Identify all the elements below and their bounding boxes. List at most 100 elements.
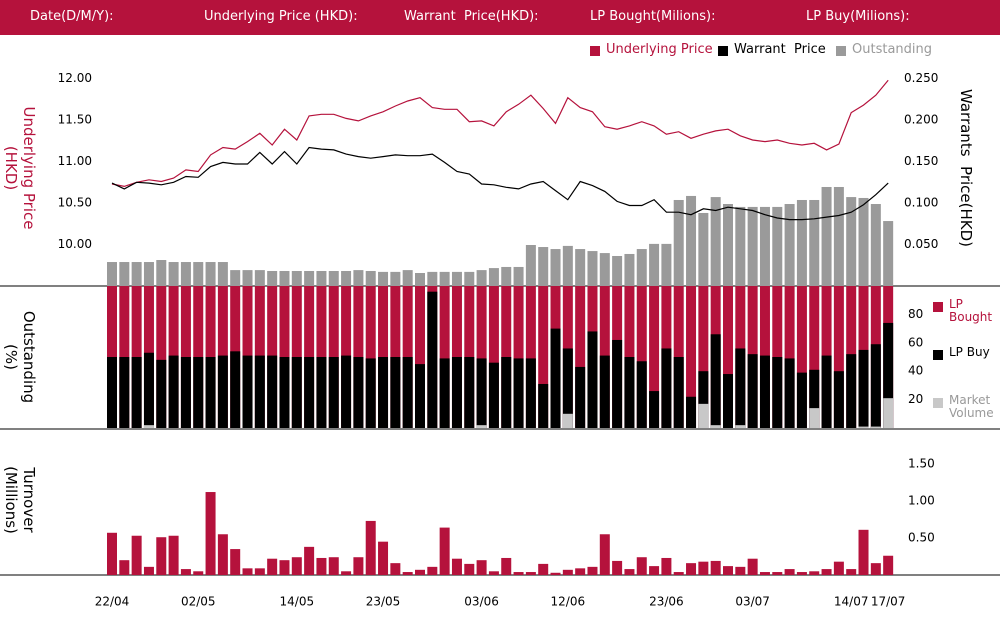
bar [833, 561, 844, 575]
bar [686, 396, 697, 428]
y-tick-label: 11.00 [58, 154, 92, 168]
legend-swatch [933, 398, 943, 408]
outstanding-bar [686, 195, 697, 286]
bar [538, 563, 549, 575]
bar [673, 357, 684, 428]
bar [439, 358, 450, 428]
bar [686, 563, 697, 575]
outstanding-bar [451, 271, 462, 286]
outstanding-bar [205, 262, 216, 286]
bar [390, 357, 401, 428]
outstanding-bar [612, 255, 623, 286]
bar [279, 560, 290, 575]
y-tick-label: 60 [908, 335, 923, 349]
bar [402, 572, 413, 575]
y-tick-label: 0.50 [908, 530, 935, 544]
x-tick-label: 02/05 [181, 595, 216, 609]
bar [649, 286, 660, 428]
outstanding-bar [550, 249, 561, 286]
bar [525, 286, 536, 428]
bar [698, 403, 709, 428]
legend-swatch [933, 350, 943, 360]
bar [821, 569, 832, 575]
bar [427, 291, 438, 428]
bar [747, 558, 758, 575]
bar [328, 357, 339, 428]
legend-label: Market Volume [949, 393, 994, 420]
bar [562, 413, 573, 428]
y2-tick-label: 0.200 [904, 113, 938, 127]
outstanding-bar [525, 245, 536, 286]
header-label: LP Buy(Milions): [806, 9, 910, 24]
outstanding-bar [180, 262, 191, 286]
bar [784, 358, 795, 428]
bar [550, 572, 561, 575]
legend-label: LP Bought [949, 297, 993, 324]
outstanding-bar [858, 197, 869, 286]
y-axis-title: Underlying Price (HKD) [2, 106, 38, 235]
bar [427, 566, 438, 575]
bar [378, 541, 389, 575]
bar [131, 535, 142, 575]
bar [624, 357, 635, 428]
bar [723, 286, 733, 428]
outstanding-bar [624, 253, 635, 286]
bar [870, 344, 881, 428]
outstanding-bar [131, 262, 142, 286]
outstanding-bar [513, 266, 524, 286]
outstanding-bar [378, 271, 389, 286]
bar [698, 561, 709, 575]
bar [476, 358, 487, 428]
outstanding-bar [698, 212, 709, 286]
bar [809, 369, 820, 428]
outstanding-bar [488, 268, 499, 286]
bar [488, 571, 499, 575]
outstanding-bar [575, 249, 586, 286]
bar [513, 572, 524, 575]
bar [550, 328, 561, 428]
bar [858, 349, 869, 428]
bar [858, 529, 869, 575]
bar [525, 358, 536, 428]
bar [883, 555, 894, 575]
bar [168, 355, 179, 428]
bar [759, 355, 770, 428]
bar [513, 286, 524, 428]
bar [476, 425, 487, 428]
bar [365, 520, 376, 575]
bar [143, 566, 154, 575]
bar [587, 566, 598, 575]
header-label: Date(D/M/Y): [30, 9, 114, 24]
bar [390, 563, 401, 575]
outstanding-bar [772, 206, 783, 286]
bar [599, 534, 610, 575]
bar [242, 568, 253, 575]
outstanding-bar [427, 271, 438, 286]
bar [217, 355, 228, 428]
bar [168, 535, 179, 575]
y2-tick-label: 0.100 [904, 196, 938, 210]
bar [809, 571, 820, 575]
bar [205, 357, 216, 428]
bar [143, 352, 154, 428]
y-tick-label: 20 [908, 392, 923, 406]
bar [254, 355, 265, 428]
bar [193, 571, 204, 575]
outstanding-bar [242, 270, 253, 286]
outstanding-bar [661, 243, 672, 286]
bar [710, 334, 721, 428]
outstanding-bar [883, 221, 894, 286]
bar [796, 286, 807, 428]
y2-tick-label: 0.250 [904, 71, 938, 85]
bar [562, 348, 573, 428]
y2-tick-label: 0.050 [904, 237, 938, 251]
legend-label: LP Buy [949, 345, 990, 359]
outstanding-bar [759, 206, 770, 286]
outstanding-bar [341, 270, 352, 286]
outstanding-bar [870, 204, 881, 286]
x-tick-label: 03/06 [464, 595, 499, 609]
bar [846, 354, 857, 428]
bar [883, 322, 894, 428]
